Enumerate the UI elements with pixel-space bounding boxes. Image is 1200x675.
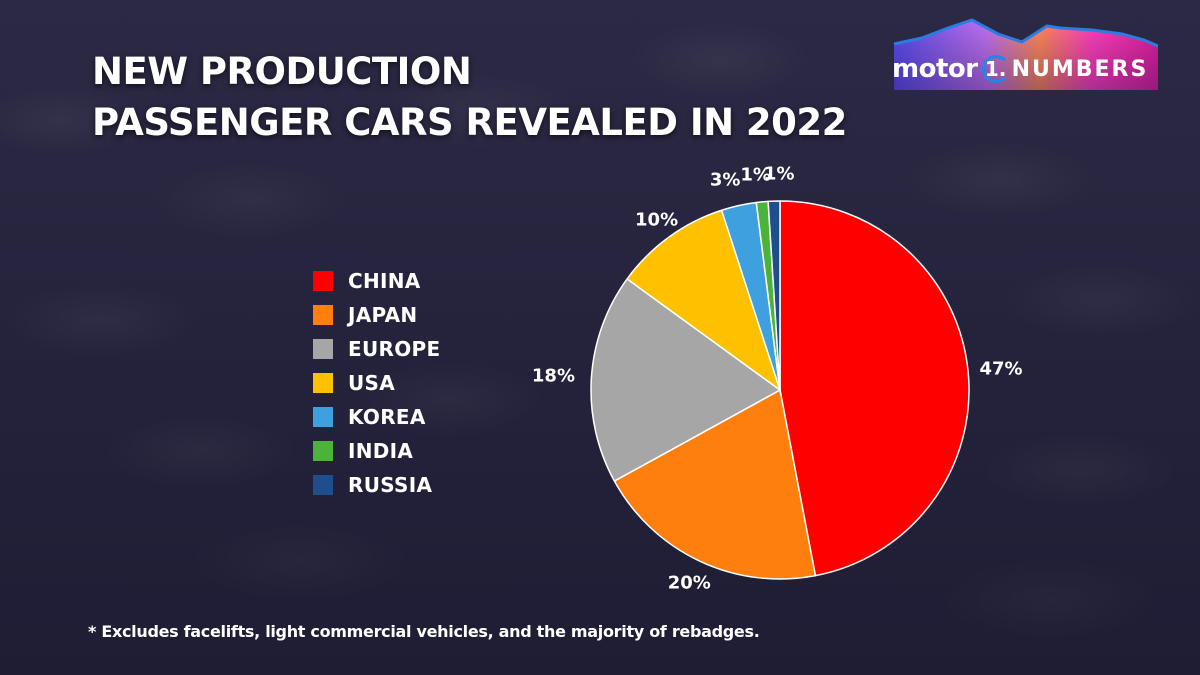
page-title: NEW PRODUCTION PASSENGER CARS REVEALED I… [92, 46, 847, 148]
pie-label-europe: 18% [531, 365, 575, 387]
pie-label-india: 1% [740, 164, 771, 186]
legend-swatch-korea [313, 407, 333, 427]
motor1-numbers-logo: motor 1. NUMBERS [882, 14, 1162, 94]
pie-slice-japan [613, 389, 817, 580]
legend-item-usa: USA [313, 366, 440, 400]
legend-item-russia: RUSSIA [313, 468, 440, 502]
title-line-2: PASSENGER CARS REVEALED IN 2022 [92, 101, 847, 144]
legend-swatch-russia [313, 475, 333, 495]
logo-one-badge: 1. [981, 55, 1010, 83]
logo-numbers-text: NUMBERS [1011, 56, 1149, 82]
pie-label-china: 47% [979, 358, 1023, 380]
pie-slice-china [779, 200, 970, 577]
legend-label: JAPAN [348, 303, 418, 327]
legend-item-korea: KOREA [313, 400, 440, 434]
pie-label-usa: 10% [635, 209, 679, 231]
logo-wordmark: motor 1. NUMBERS [892, 54, 1162, 84]
title-line-1: NEW PRODUCTION [92, 50, 472, 93]
legend-swatch-usa [313, 373, 333, 393]
legend-label: INDIA [348, 439, 414, 463]
legend-swatch-japan [313, 305, 333, 325]
legend-label: CHINA [348, 269, 421, 293]
legend-swatch-india [313, 441, 333, 461]
pie-label-russia: 1% [763, 163, 795, 185]
legend-item-china: CHINA [313, 264, 440, 298]
pie-slice-russia [767, 200, 781, 391]
pie-slice-europe [590, 278, 781, 482]
legend-label: EUROPE [348, 337, 441, 361]
legend-label: KOREA [348, 405, 426, 429]
mountain-skyline-icon [893, 18, 1159, 90]
legend-item-japan: JAPAN [313, 298, 440, 332]
pie-label-korea: 3% [709, 169, 741, 191]
chart-legend: CHINA JAPAN EUROPE USA KOREA INDIA RUSSI… [313, 264, 440, 502]
pie-slice-usa [626, 209, 781, 391]
legend-label: USA [348, 371, 396, 395]
legend-item-europe: EUROPE [313, 332, 440, 366]
legend-item-india: INDIA [313, 434, 440, 468]
footnote: * Excludes facelifts, light commercial v… [88, 622, 760, 641]
legend-label: RUSSIA [348, 473, 433, 497]
legend-swatch-china [313, 271, 333, 291]
legend-swatch-europe [313, 339, 333, 359]
logo-motor-text: motor [892, 54, 978, 84]
pie-label-japan: 20% [667, 572, 711, 594]
